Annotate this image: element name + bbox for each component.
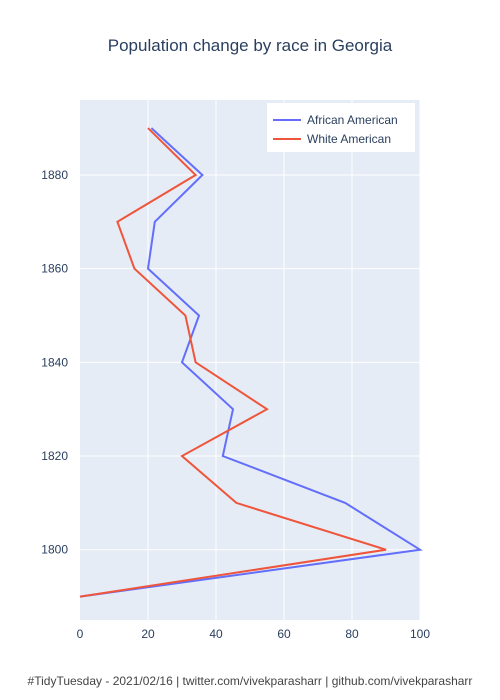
series-line-african-american[interactable] [79, 127, 423, 598]
x-tick-label: 60 [277, 627, 291, 641]
y-tick-label: 1840 [41, 355, 68, 369]
y-tick-label: 1820 [41, 449, 68, 463]
series-line-white-american[interactable] [79, 127, 387, 598]
legend-label-african-american[interactable]: African American [307, 113, 398, 127]
y-axis-ticks: 1800 1820 1840 1860 1880 [41, 168, 68, 557]
x-axis-ticks: 0 20 40 60 80 100 [77, 627, 431, 641]
y-tick-label: 1860 [41, 262, 68, 276]
legend[interactable]: African American White American [267, 103, 415, 152]
legend-label-white-american[interactable]: White American [307, 132, 391, 146]
x-tick-label: 100 [410, 627, 430, 641]
gridlines [80, 100, 421, 620]
footer-credit: #TidyTuesday - 2021/02/16 | twitter.com/… [28, 674, 473, 688]
plot-area [80, 100, 420, 620]
x-tick-label: 0 [77, 627, 84, 641]
legend-box [267, 103, 415, 152]
x-tick-label: 40 [209, 627, 223, 641]
series-layer [79, 127, 423, 598]
x-tick-label: 80 [345, 627, 359, 641]
y-tick-label: 1880 [41, 168, 68, 182]
x-tick-label: 20 [141, 627, 155, 641]
y-tick-label: 1800 [41, 543, 68, 557]
chart-title: Population change by race in Georgia [108, 36, 393, 55]
